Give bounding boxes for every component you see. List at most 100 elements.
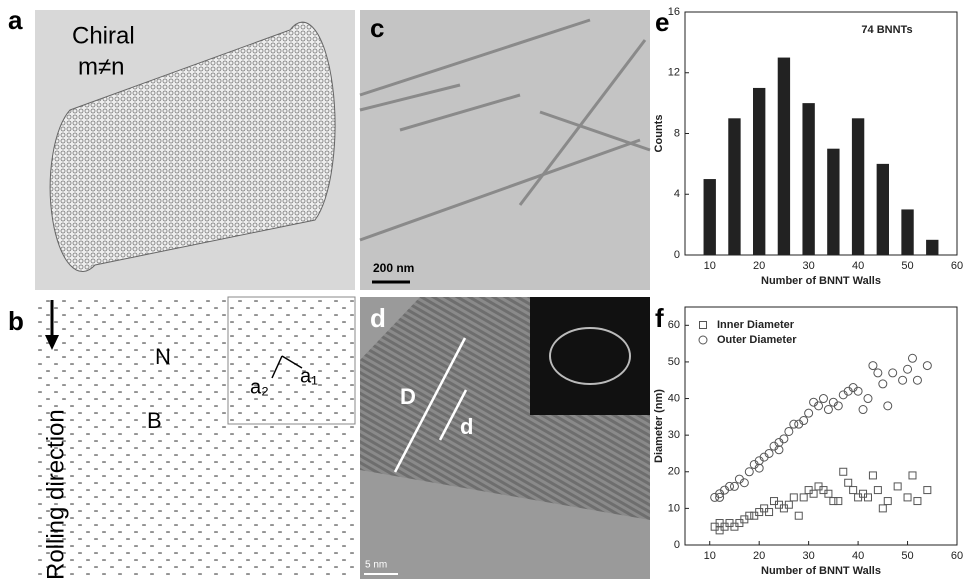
marker-square (874, 487, 881, 494)
vector-label: a₂ (250, 376, 269, 398)
marker-circle (869, 362, 877, 370)
bar (753, 88, 765, 255)
bar (704, 179, 716, 255)
marker-circle (899, 376, 907, 384)
marker-circle (819, 395, 827, 403)
marker-circle (699, 336, 707, 344)
marker-circle (745, 468, 753, 476)
marker-circle (908, 354, 916, 362)
x-tick-label: 50 (901, 550, 913, 562)
y-tick-label: 12 (668, 67, 680, 79)
x-tick-label: 50 (901, 260, 913, 272)
panel-c: c 200 nm (360, 10, 650, 290)
charts: 10 20 30 40 50 60 0 4 8 12 16 Number of BNNT Walls C… (653, 6, 963, 577)
marker-square (909, 472, 916, 479)
marker-square (835, 498, 842, 505)
marker-square (700, 322, 707, 329)
y-tick-label: 0 (674, 249, 680, 261)
marker-circle (913, 376, 921, 384)
vector-label: a₁ (300, 365, 318, 387)
marker-circle (923, 362, 931, 370)
figure: a Chiral m≠n b N B a₂ a₁ Rolling directi… (0, 0, 968, 579)
y-tick-label: 0 (674, 539, 680, 551)
bar (926, 240, 938, 255)
x-tick-label: 40 (852, 550, 864, 562)
marker-square (904, 494, 911, 501)
marker-square (914, 498, 921, 505)
marker-circle (859, 406, 867, 414)
x-tick-label: 20 (753, 260, 765, 272)
tem-image (360, 10, 650, 290)
marker-circle (884, 402, 892, 410)
x-tick-label: 20 (753, 550, 765, 562)
marker-square (894, 483, 901, 490)
y-tick-label: 20 (668, 466, 680, 478)
bar (852, 118, 864, 255)
diameter-label: D (400, 384, 416, 409)
legend-label: Inner Diameter (717, 319, 795, 331)
bar (802, 103, 814, 255)
panel-a: a Chiral m≠n (8, 5, 355, 290)
x-tick-label: 40 (852, 260, 864, 272)
marker-circle (889, 369, 897, 377)
marker-circle (785, 427, 793, 435)
y-tick-label: 4 (674, 188, 680, 200)
legend-label: Outer Diameter (717, 334, 797, 346)
diffraction-inset (530, 297, 650, 415)
marker-circle (874, 369, 882, 377)
x-tick-label: 30 (803, 550, 815, 562)
panel-label: a (8, 5, 23, 35)
x-tick-label: 10 (704, 260, 716, 272)
y-tick-label: 16 (668, 6, 680, 18)
panel-d: d D d 5 nm (360, 297, 650, 579)
x-axis-label: Number of BNNT Walls (761, 565, 881, 577)
marker-circle (864, 395, 872, 403)
atom-label: N (155, 344, 171, 369)
marker-square (830, 498, 837, 505)
y-tick-label: 10 (668, 502, 680, 514)
marker-square (840, 468, 847, 475)
bar (877, 164, 889, 255)
y-tick-label: 8 (674, 127, 680, 139)
y-axis-label: Counts (653, 115, 665, 153)
y-tick-label: 50 (668, 356, 680, 368)
panel-b: b N B a₂ a₁ Rolling direction (8, 297, 355, 579)
marker-square (790, 494, 797, 501)
x-axis-label: Number of BNNT Walls (761, 275, 881, 287)
panel-text: Chiral (72, 22, 135, 49)
marker-square (845, 479, 852, 486)
annotation: 74 BNNTs (861, 24, 912, 36)
marker-square (924, 487, 931, 494)
marker-circle (904, 365, 912, 373)
marker-square (869, 472, 876, 479)
scale-bar-label: 200 nm (373, 261, 414, 275)
marker-circle (805, 409, 813, 417)
scale-bar-label: 5 nm (365, 560, 387, 571)
atom-label: B (147, 408, 162, 433)
marker-circle (730, 482, 738, 490)
marker-circle (824, 406, 832, 414)
y-tick-label: 30 (668, 429, 680, 441)
marker-square (795, 512, 802, 519)
panel-label: c (370, 13, 384, 43)
y-axis-label: Diameter (nm) (653, 389, 665, 463)
bar (728, 118, 740, 255)
plot-frame (685, 12, 957, 255)
x-tick-label: 60 (951, 550, 963, 562)
marker-square (879, 505, 886, 512)
y-tick-label: 60 (668, 319, 680, 331)
lattice-inset (228, 297, 355, 424)
panel-label: d (370, 303, 386, 333)
panel-text: m≠n (78, 53, 125, 80)
bar (901, 209, 913, 255)
panel-label: f (655, 303, 664, 333)
bar (827, 149, 839, 255)
marker-square (850, 487, 857, 494)
x-tick-label: 60 (951, 260, 963, 272)
marker-square (800, 494, 807, 501)
x-tick-label: 30 (803, 260, 815, 272)
y-tick-label: 40 (668, 392, 680, 404)
panel-label: b (8, 306, 24, 336)
rolling-direction: Rolling direction (42, 409, 69, 579)
marker-circle (879, 380, 887, 388)
